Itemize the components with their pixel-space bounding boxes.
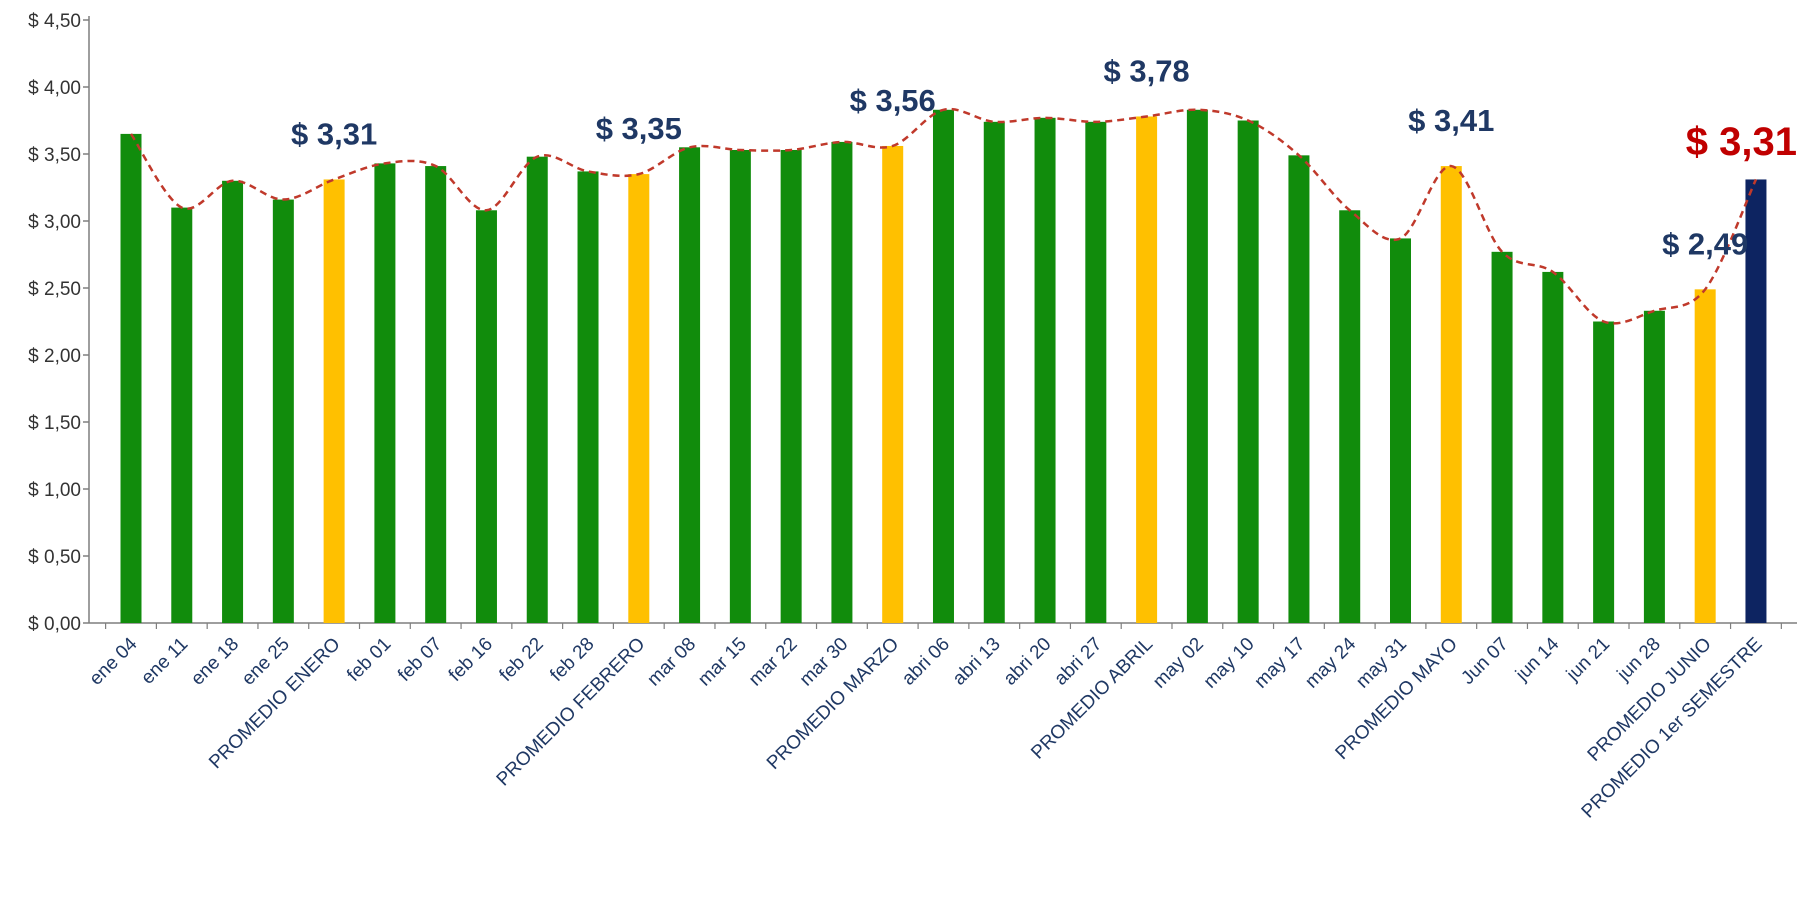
month-average-label: $ 2,49 [1662,226,1748,261]
bar-week [1643,310,1665,623]
bar-week [1085,121,1107,623]
bar-month [1694,289,1716,623]
x-tick-label: may 10 [1200,634,1259,693]
bar-week [932,109,954,623]
x-tick-label: feb 07 [394,634,446,686]
trend-line [129,107,1758,325]
bar-week [831,141,853,623]
x-tick-label: Jun 07 [1457,634,1512,689]
bar-month [323,179,345,623]
bar-week [1237,120,1259,623]
bar-month [1136,116,1158,623]
x-tick-label: ene 04 [86,633,142,689]
bar-week [475,210,497,623]
x-tick-label: ene 11 [137,634,192,689]
x-tick-label: may 17 [1251,634,1310,693]
bar-week [1034,117,1056,623]
x-tick-label: abri 06 [898,634,954,690]
month-average-label: $ 3,35 [596,111,682,146]
bar-week [1339,210,1361,623]
x-tick-label: abri 13 [949,634,1005,690]
x-tick-label: feb 16 [445,634,497,686]
month-average-label: $ 3,78 [1103,53,1189,88]
bar-week [1593,321,1615,623]
x-tick-label: abri 20 [1000,634,1056,690]
x-tick-label: mar 15 [694,634,751,691]
bar-week [374,163,396,623]
bar-week [983,121,1005,623]
semester-average-label: $ 3,31 [1686,120,1797,164]
x-tick-label: jun 21 [1562,634,1614,686]
y-tick-label: $ 1,50 [28,413,81,434]
bar-month [628,174,650,623]
x-tick-label: ene 18 [187,634,243,690]
bar-week [526,156,548,623]
month-average-label: $ 3,41 [1408,103,1494,138]
bar-week [272,199,294,623]
x-tick-label: may 24 [1301,633,1360,692]
x-tick-label: mar 22 [745,634,802,691]
y-tick-label: $ 3,50 [28,145,81,166]
bar-week [1186,109,1208,623]
y-tick-label: $ 2,00 [28,346,81,367]
bar-month [882,145,904,623]
bar-week [425,166,447,623]
bar-week [577,171,599,624]
y-tick-label: $ 0,00 [28,614,81,635]
y-tick-label: $ 3,00 [28,212,81,233]
bar-week [120,133,142,623]
x-tick-label: feb 01 [343,634,395,686]
y-tick-label: $ 4,00 [28,78,81,99]
x-tick-label: mar 08 [643,634,700,691]
x-tick-label: may 02 [1149,634,1208,693]
bar-week [1288,155,1310,623]
bar-week [780,149,802,624]
bar-semester [1745,179,1767,623]
bar-week [222,180,244,624]
bar-week [171,207,193,623]
bar-week [729,149,751,624]
bar-week [1491,251,1513,623]
bar-week [679,147,701,624]
x-tick-label: feb 22 [496,634,548,686]
x-tick-label: jun 14 [1511,633,1563,685]
month-average-label: $ 3,56 [850,83,936,118]
bar-week [1542,271,1564,623]
y-tick-label: $ 0,50 [28,547,81,568]
month-average-label: $ 3,31 [291,116,377,151]
y-tick-label: $ 1,00 [28,480,81,501]
bar-week [1390,238,1411,624]
y-tick-label: $ 4,50 [28,11,81,32]
bar-month [1440,166,1462,623]
y-tick-label: $ 2,50 [28,279,81,300]
